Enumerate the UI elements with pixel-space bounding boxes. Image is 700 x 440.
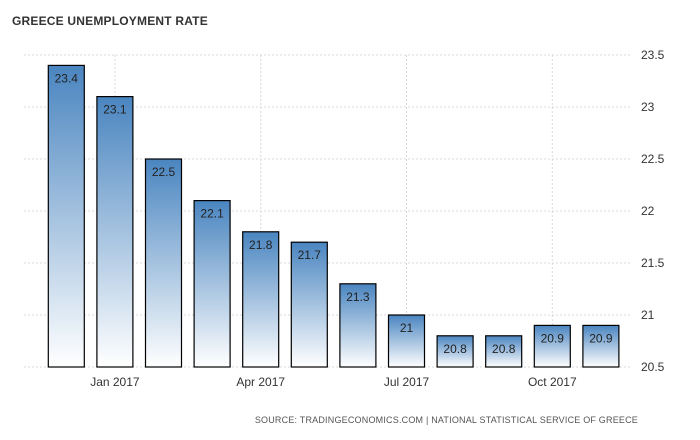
bar — [193, 200, 231, 368]
bar-layer — [47, 64, 620, 368]
y-tick-label: 21 — [641, 308, 655, 322]
y-tick-label: 22.5 — [641, 152, 665, 166]
data-label: 21.7 — [298, 248, 322, 262]
bar — [242, 231, 280, 368]
y-tick-label: 23.5 — [641, 48, 665, 62]
x-tick-label: Jan 2017 — [90, 375, 140, 389]
bar — [290, 241, 328, 368]
data-label: 22.5 — [152, 165, 176, 179]
data-label: 20.9 — [541, 331, 565, 345]
bar — [582, 324, 620, 368]
chart-title: GREECE UNEMPLOYMENT RATE — [12, 14, 208, 28]
bar — [339, 283, 377, 368]
data-label: 21.8 — [249, 238, 273, 252]
x-axis: Jan 2017 Apr 2017 Jul 2017 Oct 2017 — [90, 375, 577, 389]
y-axis: 20.5 21 21.5 22 22.5 23 23.5 — [641, 48, 665, 374]
bar — [96, 95, 134, 368]
x-tick-label: Apr 2017 — [236, 375, 285, 389]
y-tick-label: 23 — [641, 100, 655, 114]
data-label: 20.9 — [589, 331, 613, 345]
x-tick-label: Oct 2017 — [528, 375, 577, 389]
chart-source: SOURCE: TRADINGECONOMICS.COM | NATIONAL … — [254, 415, 638, 425]
bar — [144, 158, 183, 368]
data-label: 20.8 — [492, 342, 516, 356]
bar — [436, 335, 474, 368]
y-tick-label: 22 — [641, 204, 655, 218]
bar — [533, 324, 571, 368]
data-label: 23.1 — [103, 103, 127, 117]
y-tick-label: 21.5 — [641, 256, 665, 270]
data-label: 21 — [400, 321, 414, 335]
bar — [387, 314, 426, 368]
bar — [47, 64, 85, 368]
data-label-layer: 23.4 23.1 22.5 22.1 21.8 21.7 21.3 21 20.8 20.8 20… — [55, 71, 613, 355]
data-label: 22.1 — [200, 207, 224, 221]
x-tick-label: Jul 2017 — [384, 375, 430, 389]
data-label: 20.8 — [443, 342, 467, 356]
bar — [485, 335, 523, 368]
data-label: 21.3 — [346, 290, 370, 304]
data-label: 23.4 — [55, 71, 79, 85]
y-tick-label: 20.5 — [641, 360, 665, 374]
